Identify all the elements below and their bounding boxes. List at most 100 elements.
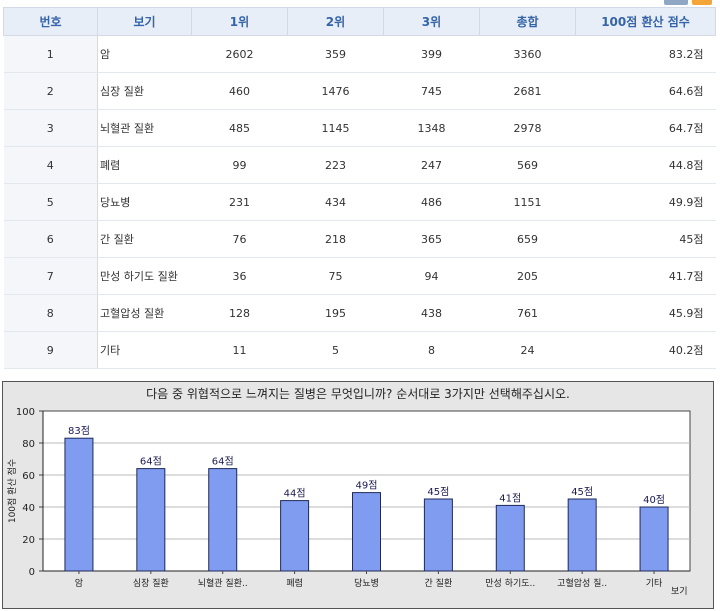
row-rank1: 2602 <box>191 35 288 73</box>
table-row: 5 당뇨병 231 434 486 1151 49.9점 <box>3 183 716 221</box>
x-tick-label: 당뇨병 <box>354 578 379 589</box>
data-label: 45점 <box>571 486 593 498</box>
table-row: 9 기타 11 5 8 24 40.2점 <box>3 331 716 369</box>
row-total: 761 <box>479 294 576 332</box>
x-tick-label: 폐렴 <box>286 577 303 589</box>
table-row: 4 폐렴 99 223 247 569 44.8점 <box>3 146 716 184</box>
row-number: 3 <box>3 109 98 147</box>
bar <box>567 498 597 572</box>
row-rank1: 128 <box>191 294 288 332</box>
y-axis-label: 100점 환산 점수 <box>6 459 18 523</box>
row-total: 659 <box>479 220 576 258</box>
row-number: 7 <box>3 257 98 295</box>
table-header-row: 번호 보기 1위 2위 3위 총합 100점 환산 점수 <box>3 7 716 36</box>
x-tick-label: 간 질환 <box>425 577 453 589</box>
row-option: 폐렴 <box>97 146 192 184</box>
data-label: 45점 <box>427 486 449 498</box>
row-score: 40.2점 <box>575 331 716 369</box>
chart-panel: 다음 중 위협적으로 느껴지는 질병은 무엇입니까? 순서대로 3가지만 선택해… <box>2 381 714 609</box>
row-score: 41.7점 <box>575 257 716 295</box>
data-label: 49점 <box>356 480 378 492</box>
data-label: 64점 <box>212 456 234 468</box>
row-score: 49.9점 <box>575 183 716 221</box>
row-total: 24 <box>479 331 576 369</box>
data-label: 64점 <box>140 456 162 468</box>
row-number: 5 <box>3 183 98 221</box>
row-rank1: 460 <box>191 72 288 110</box>
row-total: 2681 <box>479 72 576 110</box>
row-rank1: 485 <box>191 109 288 147</box>
row-score: 83.2점 <box>575 35 716 73</box>
data-label: 41점 <box>499 492 521 504</box>
row-rank2: 5 <box>287 331 384 369</box>
row-rank2: 75 <box>287 257 384 295</box>
row-rank3: 486 <box>383 183 480 221</box>
row-option: 뇌혈관 질환 <box>97 109 192 147</box>
row-rank2: 1145 <box>287 109 384 147</box>
row-score: 64.6점 <box>575 72 716 110</box>
row-number: 2 <box>3 72 98 110</box>
data-label: 83점 <box>68 425 90 437</box>
row-rank3: 8 <box>383 331 480 369</box>
row-score: 45.9점 <box>575 294 716 332</box>
y-tick-label: 20 <box>22 535 35 546</box>
x-tick-label: 고혈압성 질.. <box>557 577 607 589</box>
x-tick-label: 만성 하기도.. <box>485 578 535 589</box>
row-score: 64.7점 <box>575 109 716 147</box>
row-score: 45점 <box>575 220 716 258</box>
row-rank3: 399 <box>383 35 480 73</box>
row-total: 1151 <box>479 183 576 221</box>
y-tick-label: 100 <box>16 407 35 418</box>
row-rank3: 745 <box>383 72 480 110</box>
row-option: 간 질환 <box>97 220 192 258</box>
bar <box>352 492 381 572</box>
row-option: 당뇨병 <box>97 183 192 221</box>
row-rank2: 218 <box>287 220 384 258</box>
row-rank2: 359 <box>287 35 384 73</box>
header-rank2: 2위 <box>287 7 384 36</box>
results-table: 번호 보기 1위 2위 3위 총합 100점 환산 점수 1 암 2602 359 39… <box>3 7 716 369</box>
row-rank2: 195 <box>287 294 384 332</box>
table-row: 1 암 2602 359 399 3360 83.2점 <box>3 35 716 73</box>
row-rank1: 99 <box>191 146 288 184</box>
row-rank3: 1348 <box>383 109 480 147</box>
top-toolbar-strip <box>0 0 720 6</box>
row-option: 기타 <box>97 331 192 369</box>
bar <box>64 437 94 572</box>
table-row: 7 만성 하기도 질환 36 75 94 205 41.7점 <box>3 257 716 295</box>
bar <box>136 468 166 572</box>
x-tick-label: 심장 질환 <box>133 577 169 589</box>
y-tick-label: 60 <box>22 471 35 482</box>
row-total: 2978 <box>479 109 576 147</box>
row-option: 암 <box>97 35 192 73</box>
y-tick-label: 80 <box>22 439 35 450</box>
x-tick-label: 기타 <box>646 578 663 589</box>
header-option: 보기 <box>97 7 192 36</box>
row-score: 44.8점 <box>575 146 716 184</box>
row-rank3: 247 <box>383 146 480 184</box>
bar <box>280 500 310 572</box>
row-number: 4 <box>3 146 98 184</box>
x-tick-label: 암 <box>75 577 83 589</box>
row-option: 고혈압성 질환 <box>97 294 192 332</box>
header-score: 100점 환산 점수 <box>575 7 716 36</box>
x-tick-label: 뇌혈관 질환.. <box>198 577 248 589</box>
row-rank2: 1476 <box>287 72 384 110</box>
row-rank3: 94 <box>383 257 480 295</box>
toolbar-button-right[interactable] <box>692 0 712 5</box>
bar <box>423 498 453 572</box>
y-tick-label: 0 <box>29 567 35 578</box>
row-rank2: 434 <box>287 183 384 221</box>
row-total: 569 <box>479 146 576 184</box>
table-row: 2 심장 질환 460 1476 745 2681 64.6점 <box>3 72 716 110</box>
data-label: 44점 <box>284 488 306 500</box>
toolbar-button-left[interactable] <box>664 0 688 5</box>
row-rank3: 438 <box>383 294 480 332</box>
chart-title: 다음 중 위협적으로 느껴지는 질병은 무엇입니까? 순서대로 3가지만 선택해… <box>146 387 570 401</box>
row-rank1: 76 <box>191 220 288 258</box>
x-axis-label: 보기 <box>671 586 688 597</box>
row-rank1: 231 <box>191 183 288 221</box>
header-rank3: 3위 <box>383 7 480 36</box>
